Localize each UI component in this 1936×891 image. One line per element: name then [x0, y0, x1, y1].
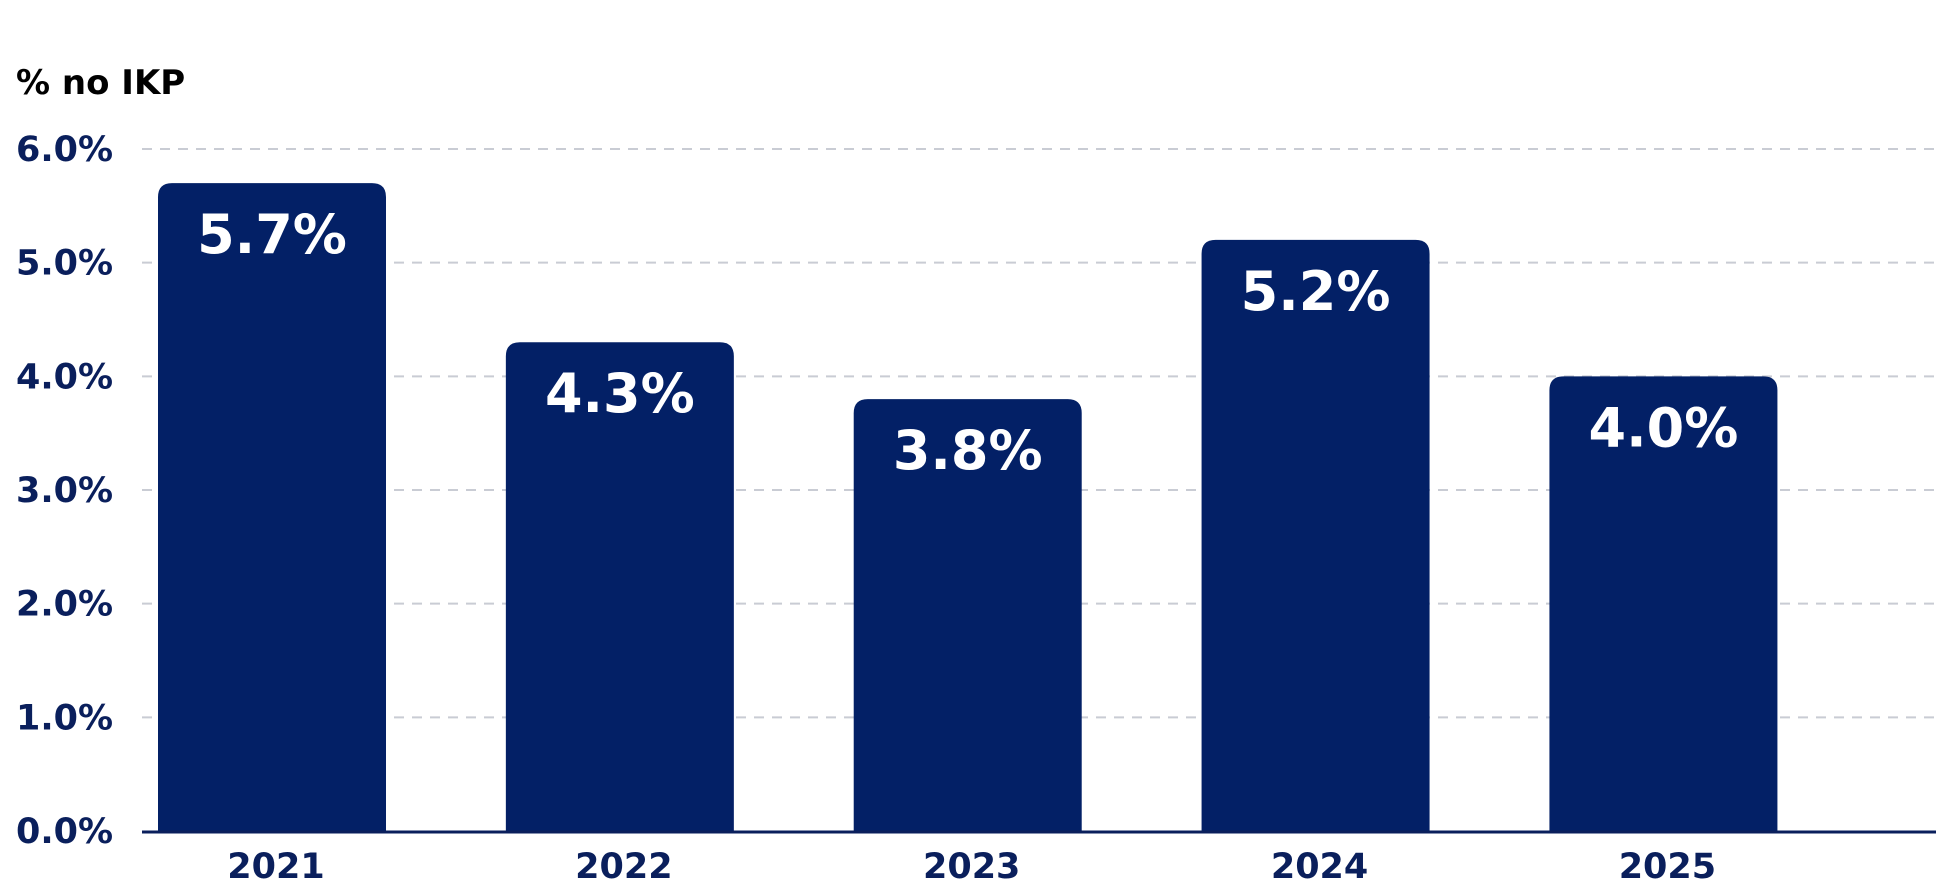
y-axis-unit-label: % no IKP	[16, 63, 185, 103]
x-tick-label-2024: 2024	[1271, 847, 1368, 887]
bar-2025	[1549, 376, 1778, 831]
data-label-2021: 5.7%	[197, 203, 347, 266]
bar-2022	[505, 342, 734, 831]
x-tick-label-2022: 2022	[575, 847, 672, 887]
y-tick-label-4: 4.0%	[16, 357, 113, 397]
data-labels: 5.7% 4.3% 3.8% 5.2% 4.0%	[197, 203, 1738, 482]
x-tick-label-2023: 2023	[923, 847, 1020, 887]
y-tick-label-6: 6.0%	[16, 130, 113, 170]
x-axis-ticks: 2021 2022 2023 2024 2025	[227, 847, 1716, 887]
y-axis-ticks: 0.0% 1.0% 2.0% 3.0% 4.0% 5.0% 6.0%	[16, 130, 113, 852]
bars	[158, 183, 1778, 832]
x-tick-label-2021: 2021	[227, 847, 324, 887]
y-tick-label-0: 0.0%	[16, 812, 113, 852]
bar-2021	[158, 183, 386, 832]
bar-2024	[1201, 239, 1430, 831]
y-tick-label-5: 5.0%	[16, 244, 113, 284]
data-label-2025: 4.0%	[1589, 396, 1739, 459]
y-tick-label-2: 2.0%	[16, 585, 113, 625]
y-tick-label-1: 1.0%	[16, 698, 113, 738]
y-tick-label-3: 3.0%	[16, 471, 113, 511]
x-tick-label-2025: 2025	[1619, 847, 1716, 887]
bar-2023	[853, 399, 1082, 831]
data-label-2022: 4.3%	[545, 362, 695, 425]
data-label-2023: 3.8%	[893, 419, 1043, 482]
data-label-2024: 5.2%	[1241, 260, 1391, 323]
